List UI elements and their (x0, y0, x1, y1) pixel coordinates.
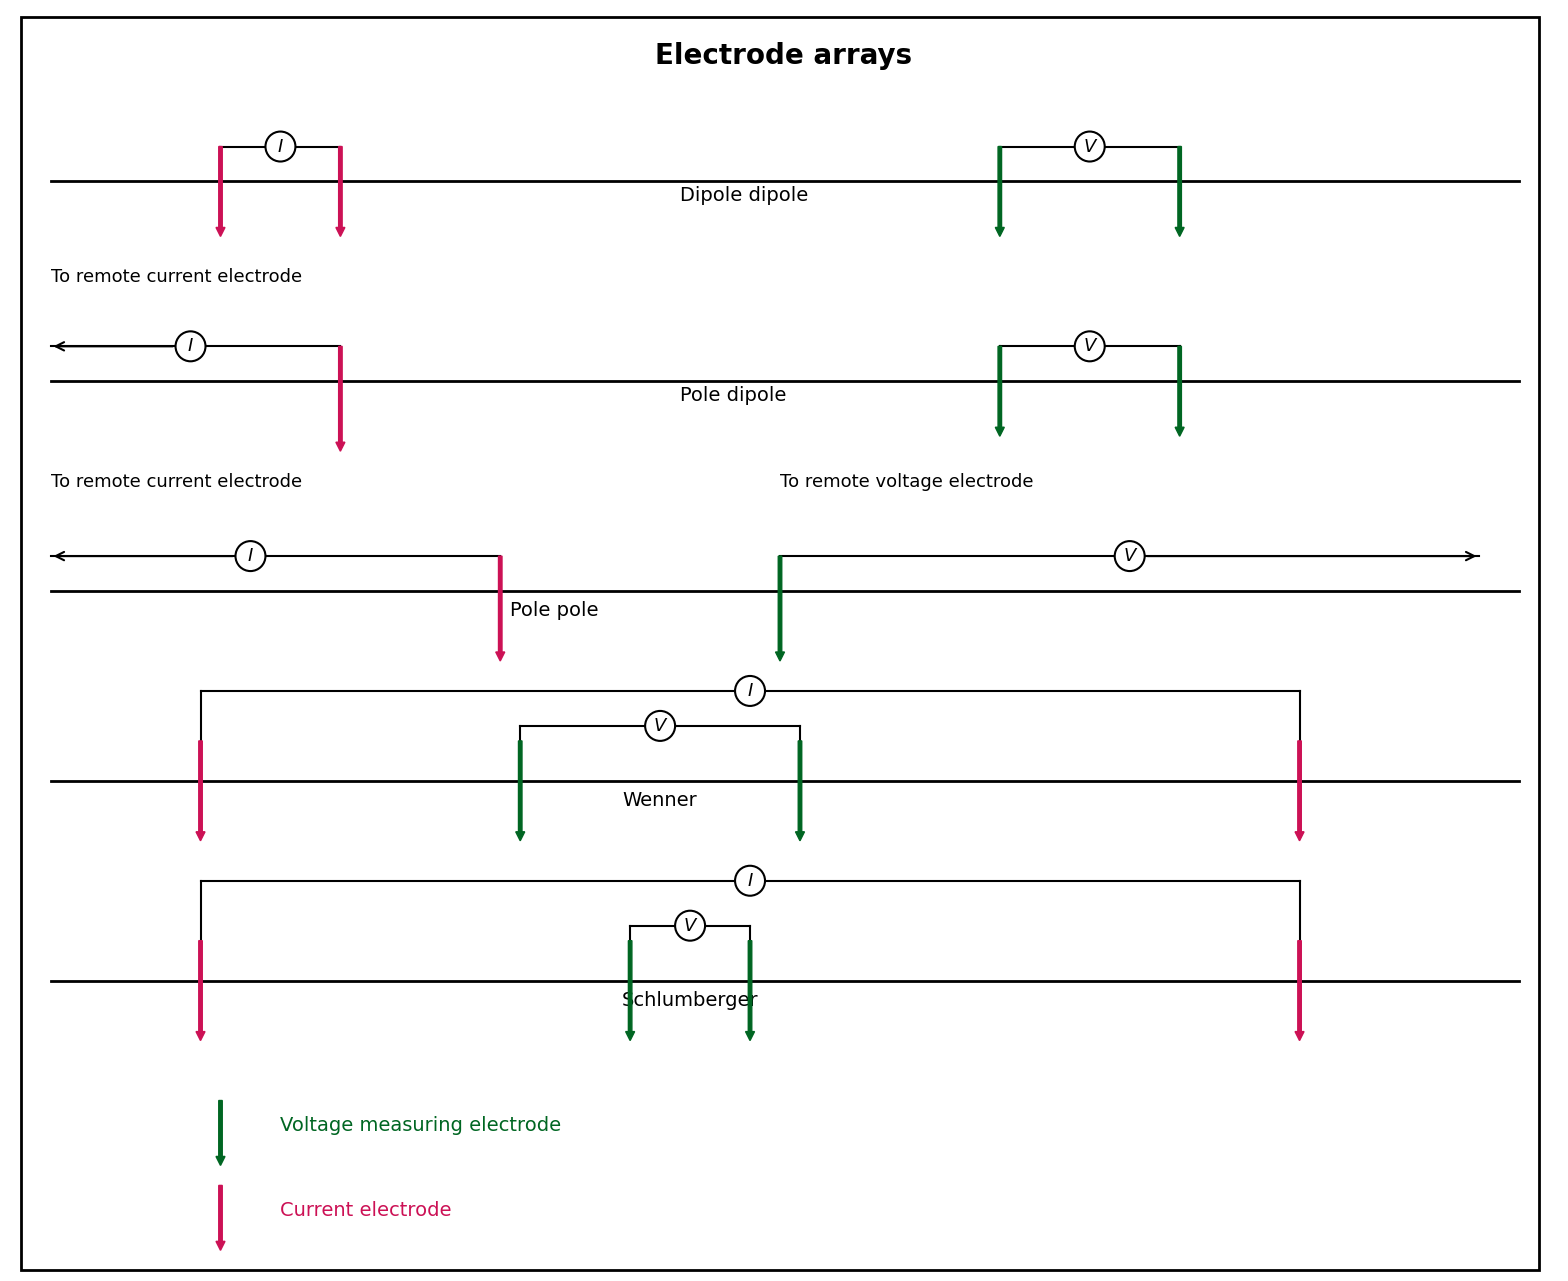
Circle shape (235, 541, 265, 571)
FancyArrow shape (196, 940, 205, 1040)
Text: To remote current electrode: To remote current electrode (50, 473, 301, 491)
Text: Pole dipole: Pole dipole (681, 387, 787, 405)
Text: I: I (248, 547, 252, 565)
Text: V: V (1083, 137, 1096, 155)
Circle shape (1115, 541, 1145, 571)
Text: To remote voltage electrode: To remote voltage electrode (779, 473, 1033, 491)
FancyArrow shape (196, 740, 205, 840)
Circle shape (735, 676, 765, 706)
Circle shape (735, 866, 765, 895)
FancyArrow shape (626, 940, 635, 1040)
FancyArrow shape (495, 556, 505, 661)
FancyArrow shape (516, 740, 525, 840)
Text: Voltage measuring electrode: Voltage measuring electrode (281, 1116, 561, 1135)
Circle shape (1074, 132, 1105, 161)
Circle shape (265, 132, 295, 161)
FancyArrow shape (216, 146, 224, 237)
Text: Wenner: Wenner (622, 790, 698, 810)
Text: V: V (684, 917, 696, 935)
FancyArrow shape (1295, 940, 1305, 1040)
FancyArrow shape (776, 556, 784, 661)
FancyArrow shape (336, 146, 345, 237)
Circle shape (644, 711, 676, 740)
Circle shape (176, 332, 205, 361)
Text: Pole pole: Pole pole (510, 601, 599, 620)
FancyArrow shape (996, 146, 1005, 237)
Text: V: V (654, 717, 666, 735)
FancyArrow shape (1295, 740, 1305, 840)
Text: I: I (748, 872, 753, 890)
FancyArrow shape (745, 940, 754, 1040)
Text: To remote current electrode: To remote current electrode (50, 269, 301, 287)
Text: Electrode arrays: Electrode arrays (655, 42, 913, 69)
Circle shape (676, 911, 706, 940)
FancyArrow shape (336, 346, 345, 451)
Text: Current electrode: Current electrode (281, 1200, 452, 1220)
Text: V: V (1124, 547, 1135, 565)
Text: Schlumberger: Schlumberger (622, 990, 759, 1009)
Text: V: V (1083, 337, 1096, 355)
FancyArrow shape (216, 1100, 224, 1166)
FancyArrow shape (216, 1185, 224, 1250)
Text: Dipole dipole: Dipole dipole (681, 187, 809, 205)
Text: I: I (748, 681, 753, 699)
Text: I: I (278, 137, 284, 155)
Circle shape (1074, 332, 1105, 361)
FancyArrow shape (1174, 146, 1184, 237)
Text: I: I (188, 337, 193, 355)
FancyArrow shape (996, 346, 1005, 437)
FancyArrow shape (1174, 346, 1184, 437)
FancyArrow shape (795, 740, 804, 840)
